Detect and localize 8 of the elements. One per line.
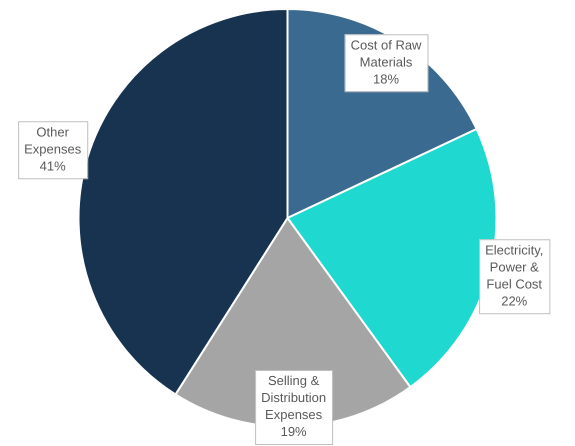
slice-label: Cost of Raw Materials xyxy=(350,37,422,70)
slice-label: Selling & Distribution Expenses xyxy=(261,373,326,422)
slice-label: Electricity, Power & Fuel Cost xyxy=(485,242,544,292)
data-label: 22% xyxy=(501,293,528,308)
data-label: 19% xyxy=(280,424,308,440)
data-label: 18% xyxy=(373,71,400,86)
slice-label: Other Expenses xyxy=(24,124,82,156)
data-label: 41% xyxy=(40,158,66,174)
